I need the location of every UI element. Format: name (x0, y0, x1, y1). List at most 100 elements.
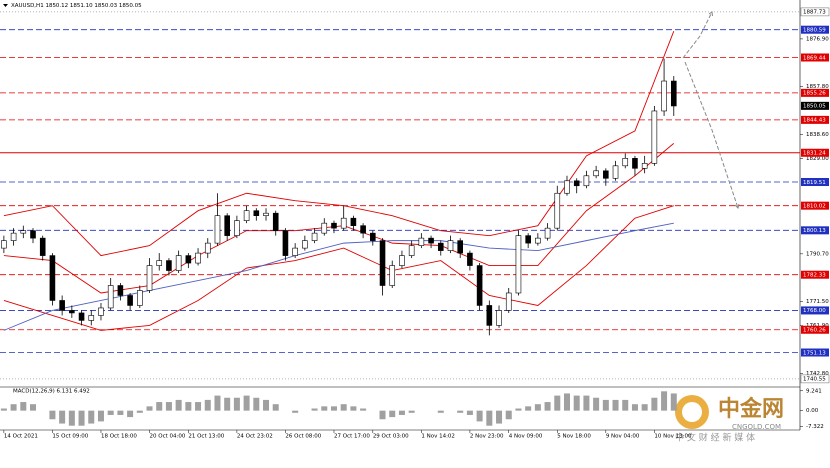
level-label-box (801, 226, 829, 235)
macd-bar (263, 399, 270, 411)
macd-bar (554, 395, 561, 411)
watermark-slogan: 中 文 财 经 新 媒 体 (675, 432, 755, 444)
level-label-box (801, 270, 829, 279)
candle-body (379, 240, 386, 286)
level-label: 1800.13 (803, 228, 826, 234)
macd-bar (292, 410, 299, 413)
candle-body (146, 265, 153, 291)
candle-body (467, 252, 473, 266)
candle-body (603, 170, 609, 179)
macd-bar (437, 410, 444, 413)
arrow-up (682, 11, 713, 59)
level-label-box (801, 88, 829, 97)
level-label: 1751.13 (803, 350, 826, 356)
candle-body (670, 80, 677, 107)
macd-bar (544, 402, 551, 411)
level-label-box (801, 306, 829, 315)
candle-body (554, 192, 561, 229)
x-tick-label: 18 Oct 18:00 (101, 434, 137, 440)
x-tick-label: 4 Nov 09:00 (509, 434, 543, 440)
candle-body (107, 285, 114, 309)
candle-body (175, 255, 182, 271)
candle-body (88, 315, 95, 321)
candle-body (214, 215, 221, 244)
level-label-box (801, 201, 829, 210)
y-tick-label: 1790.70 (806, 251, 829, 257)
macd-bar (360, 408, 367, 411)
macd-title: MACD(12,26,9) 6.131 6.492 (13, 389, 90, 395)
macd-bar (612, 399, 619, 411)
x-tick-label: 10 Nov 13:00 (654, 434, 692, 440)
band-line (3, 205, 674, 331)
macd-bar (457, 410, 464, 413)
macd-bar (97, 410, 104, 422)
macd-bar (214, 395, 221, 411)
watermark-site: CNGOLD.COM (732, 423, 781, 431)
y-tick-label: 1742.80 (806, 371, 829, 377)
macd-bar (195, 402, 202, 411)
level-label-box (801, 101, 829, 110)
candle-body (389, 265, 396, 286)
macd-bar (602, 399, 609, 411)
x-tick-label: 14 Oct 2021 (4, 434, 38, 440)
macd-bar (563, 393, 570, 411)
x-tick-label: 27 Oct 17:00 (334, 434, 370, 440)
x-tick-label: 24 Oct 23:02 (237, 434, 273, 440)
candle-body (78, 312, 85, 321)
level-label: 1869.44 (803, 55, 826, 61)
candle-body (370, 232, 376, 241)
level-label: 1782.33 (803, 273, 826, 279)
candle-body (20, 230, 27, 234)
candle-body (204, 242, 211, 254)
candle-body (457, 240, 463, 254)
candle-body (525, 235, 531, 244)
level-label: 1850.05 (803, 104, 826, 110)
level-label: 1880.59 (803, 27, 826, 33)
y-tick-label: 1876.90 (806, 36, 829, 42)
candle-body (476, 265, 483, 306)
macd-bar (156, 402, 163, 411)
candle-body (272, 212, 279, 231)
projection-arrows (682, 11, 740, 209)
level-label-box (801, 53, 829, 62)
candle-body (486, 305, 493, 326)
candle-body (253, 210, 260, 216)
candle-body (1, 240, 7, 249)
candle-body (69, 310, 75, 314)
x-tick-label: 5 Nov 18:00 (557, 434, 591, 440)
candle-body (399, 255, 405, 266)
candle-body (573, 180, 580, 187)
macd-bar (398, 410, 405, 415)
macd-bar (10, 404, 17, 411)
candle-body (321, 222, 328, 234)
macd-bar (146, 406, 153, 411)
level-label: 1740.55 (803, 377, 826, 383)
level-label-box (801, 25, 829, 34)
main-panel (0, 11, 800, 380)
y-tick-label: 1857.80 (806, 84, 829, 90)
candle-body (331, 222, 337, 229)
macd-bar (127, 410, 134, 418)
macd-bar (88, 410, 95, 424)
candle-body (117, 285, 124, 296)
macd-bar (20, 402, 27, 411)
macd-bar (670, 393, 677, 411)
macd-bar (408, 410, 415, 413)
candle-body (641, 163, 648, 169)
macd-tick-label: -7.322 (806, 424, 824, 430)
x-tick-label: 9 Nov 04:00 (606, 434, 640, 440)
level-label: 1844.43 (803, 118, 826, 124)
candle-body (166, 260, 172, 271)
candle-body (311, 232, 318, 241)
x-tick-label: 2 Nov 23:00 (470, 434, 504, 440)
candle-body (564, 180, 570, 194)
macd-bar (59, 410, 66, 424)
macd-bar (651, 397, 658, 411)
x-tick-label: 20 Oct 04:00 (150, 434, 186, 440)
level-label: 1887.73 (803, 10, 826, 16)
candle-body (39, 237, 46, 256)
level-label: 1855.26 (803, 91, 826, 97)
candle-body (350, 217, 357, 226)
macd-bar (486, 410, 493, 426)
